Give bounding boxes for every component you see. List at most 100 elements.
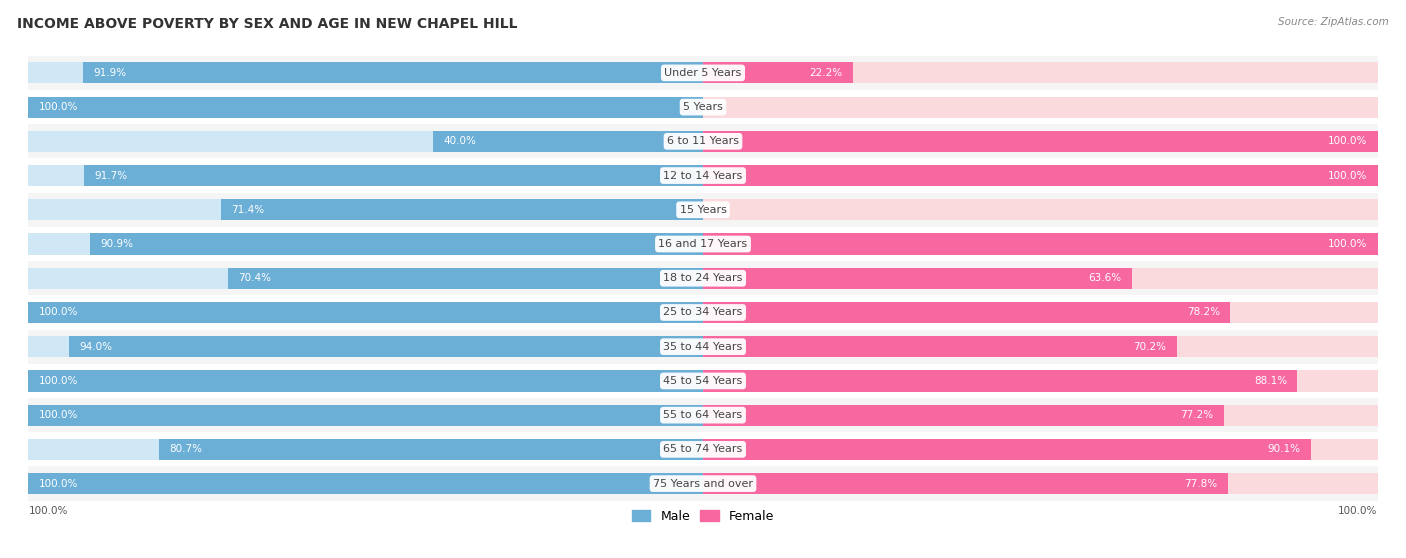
Bar — [28, 227, 1378, 261]
Text: 100.0%: 100.0% — [38, 376, 77, 386]
Bar — [703, 199, 1378, 220]
Text: 35 to 44 Years: 35 to 44 Years — [664, 341, 742, 352]
Bar — [28, 398, 1378, 432]
Text: 94.0%: 94.0% — [79, 341, 112, 352]
Bar — [703, 371, 1298, 392]
Text: 90.9%: 90.9% — [100, 239, 134, 249]
Bar — [221, 199, 703, 220]
Bar — [703, 131, 1378, 152]
Bar — [28, 233, 703, 254]
Bar — [703, 165, 1378, 186]
Bar — [703, 268, 1132, 289]
Text: 78.2%: 78.2% — [1187, 307, 1220, 318]
Text: 5 Years: 5 Years — [683, 102, 723, 112]
Text: 12 to 14 Years: 12 to 14 Years — [664, 171, 742, 181]
Bar — [28, 371, 703, 392]
Text: 100.0%: 100.0% — [38, 307, 77, 318]
Bar — [703, 131, 1378, 152]
Bar — [28, 473, 703, 494]
Bar — [703, 336, 1177, 357]
Bar — [69, 336, 703, 357]
Bar — [28, 124, 1378, 158]
Text: 70.2%: 70.2% — [1133, 341, 1167, 352]
Text: 77.2%: 77.2% — [1181, 410, 1213, 420]
Text: 70.4%: 70.4% — [238, 273, 271, 283]
Bar — [703, 473, 1227, 494]
Text: INCOME ABOVE POVERTY BY SEX AND AGE IN NEW CHAPEL HILL: INCOME ABOVE POVERTY BY SEX AND AGE IN N… — [17, 17, 517, 31]
Text: 100.0%: 100.0% — [1339, 506, 1378, 516]
Text: 71.4%: 71.4% — [232, 205, 264, 215]
Bar — [703, 473, 1378, 494]
Bar — [703, 268, 1378, 289]
Text: 18 to 24 Years: 18 to 24 Years — [664, 273, 742, 283]
Bar — [28, 330, 1378, 364]
Bar — [28, 97, 703, 118]
Bar — [28, 336, 703, 357]
Bar — [703, 97, 1378, 118]
Bar — [28, 56, 1378, 90]
Bar — [83, 62, 703, 84]
Bar — [84, 165, 703, 186]
Bar — [28, 439, 703, 460]
Bar — [703, 62, 853, 84]
Bar — [28, 165, 703, 186]
Bar — [28, 432, 1378, 466]
Bar — [28, 199, 703, 220]
Bar — [28, 302, 703, 323]
Bar — [703, 439, 1310, 460]
Bar — [703, 439, 1378, 460]
Legend: Male, Female: Male, Female — [627, 504, 779, 527]
Bar — [28, 193, 1378, 227]
Text: 6 to 11 Years: 6 to 11 Years — [666, 136, 740, 146]
Text: 16 and 17 Years: 16 and 17 Years — [658, 239, 748, 249]
Text: 91.9%: 91.9% — [93, 68, 127, 78]
Bar — [703, 302, 1378, 323]
Text: 40.0%: 40.0% — [443, 136, 477, 146]
Bar — [703, 233, 1378, 254]
Bar — [703, 233, 1378, 254]
Text: 100.0%: 100.0% — [38, 410, 77, 420]
Bar — [90, 233, 703, 254]
Bar — [28, 261, 1378, 295]
Bar — [228, 268, 703, 289]
Bar — [703, 62, 1378, 84]
Bar — [28, 405, 703, 426]
Text: 63.6%: 63.6% — [1088, 273, 1122, 283]
Text: 90.1%: 90.1% — [1268, 444, 1301, 454]
Text: 91.7%: 91.7% — [94, 171, 128, 181]
Bar — [28, 62, 703, 84]
Text: 65 to 74 Years: 65 to 74 Years — [664, 444, 742, 454]
Bar — [28, 405, 703, 426]
Bar — [433, 131, 703, 152]
Bar — [703, 336, 1378, 357]
Text: 88.1%: 88.1% — [1254, 376, 1286, 386]
Text: 100.0%: 100.0% — [1329, 171, 1368, 181]
Bar — [703, 371, 1378, 392]
Bar — [28, 466, 1378, 501]
Text: 25 to 34 Years: 25 to 34 Years — [664, 307, 742, 318]
Text: Under 5 Years: Under 5 Years — [665, 68, 741, 78]
Text: 55 to 64 Years: 55 to 64 Years — [664, 410, 742, 420]
Text: 77.8%: 77.8% — [1184, 479, 1218, 489]
Text: 75 Years and over: 75 Years and over — [652, 479, 754, 489]
Bar — [28, 97, 703, 118]
Text: 100.0%: 100.0% — [38, 102, 77, 112]
Bar — [28, 295, 1378, 330]
Bar — [703, 405, 1223, 426]
Bar — [703, 302, 1230, 323]
Text: 100.0%: 100.0% — [38, 479, 77, 489]
Bar — [703, 405, 1378, 426]
Text: 80.7%: 80.7% — [169, 444, 202, 454]
Text: 45 to 54 Years: 45 to 54 Years — [664, 376, 742, 386]
Text: 100.0%: 100.0% — [1329, 239, 1368, 249]
Bar — [28, 268, 703, 289]
Bar — [28, 131, 703, 152]
Bar — [159, 439, 703, 460]
Text: Source: ZipAtlas.com: Source: ZipAtlas.com — [1278, 17, 1389, 27]
Text: 22.2%: 22.2% — [810, 68, 842, 78]
Text: 100.0%: 100.0% — [28, 506, 67, 516]
Text: 100.0%: 100.0% — [1329, 136, 1368, 146]
Bar — [703, 165, 1378, 186]
Bar — [28, 302, 703, 323]
Bar — [28, 371, 703, 392]
